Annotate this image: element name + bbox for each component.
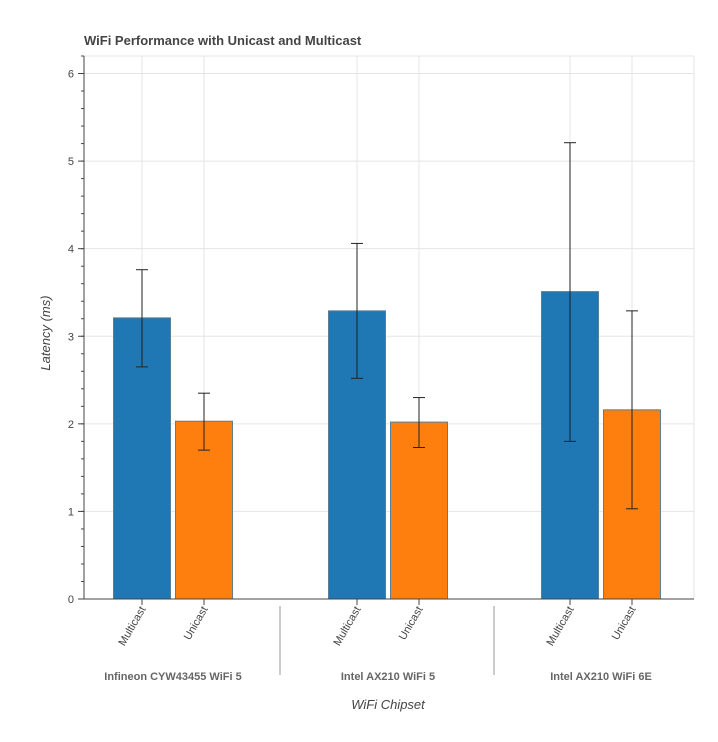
x-category-label: Unicast <box>610 605 639 643</box>
y-tick-label: 5 <box>68 156 74 168</box>
x-category-label: Multicast <box>545 605 577 649</box>
y-tick-label: 0 <box>68 594 74 606</box>
bar-unicast <box>175 420 233 600</box>
bars <box>113 291 661 600</box>
x-group-label: Intel AX210 WiFi 5 <box>341 671 435 683</box>
y-tick-label: 6 <box>68 69 74 81</box>
axes <box>78 55 694 675</box>
error-bars <box>136 142 638 510</box>
x-axis-label: WiFi Chipset <box>351 697 426 712</box>
y-tick-label: 4 <box>68 244 74 256</box>
y-axis-label: Latency (ms) <box>38 295 53 370</box>
bar-unicast <box>390 421 448 600</box>
y-tick-label: 1 <box>68 506 74 518</box>
x-group-label: Intel AX210 WiFi 6E <box>550 671 652 683</box>
x-category-label: Multicast <box>332 605 364 649</box>
x-category-label: Multicast <box>117 605 149 649</box>
x-category-label: Unicast <box>397 605 426 643</box>
chart-title: WiFi Performance with Unicast and Multic… <box>84 33 362 48</box>
y-tick-label: 3 <box>68 331 74 343</box>
x-category-label: Unicast <box>182 605 211 643</box>
y-tick-label: 2 <box>68 419 74 431</box>
x-group-label: Infineon CYW43455 WiFi 5 <box>104 671 241 683</box>
